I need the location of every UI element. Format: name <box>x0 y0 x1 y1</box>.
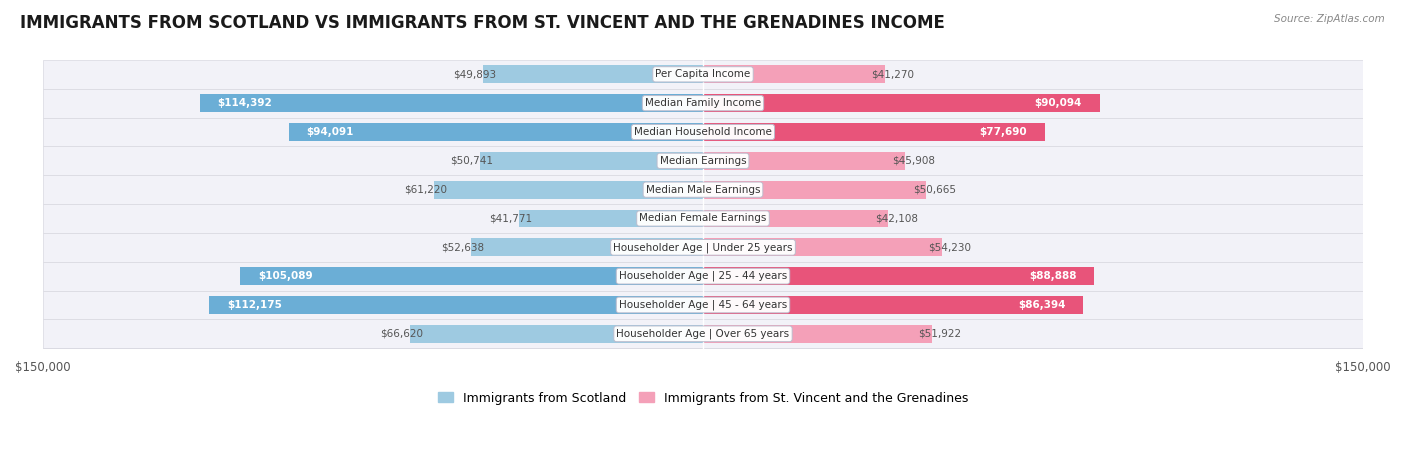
Text: $88,888: $88,888 <box>1029 271 1077 281</box>
Bar <box>42 233 1364 262</box>
Text: $41,771: $41,771 <box>489 213 533 224</box>
Text: $42,108: $42,108 <box>875 213 918 224</box>
Bar <box>288 123 703 141</box>
Bar <box>42 262 1364 290</box>
Bar <box>703 181 927 198</box>
Text: $52,638: $52,638 <box>441 242 485 252</box>
Bar <box>42 319 1364 348</box>
Text: Householder Age | Over 65 years: Householder Age | Over 65 years <box>616 329 790 339</box>
Bar <box>42 147 1364 175</box>
Bar <box>209 296 703 314</box>
Bar <box>484 65 703 83</box>
Text: Median Male Earnings: Median Male Earnings <box>645 184 761 195</box>
Bar <box>703 210 889 227</box>
Bar <box>703 152 905 170</box>
Text: IMMIGRANTS FROM SCOTLAND VS IMMIGRANTS FROM ST. VINCENT AND THE GRENADINES INCOM: IMMIGRANTS FROM SCOTLAND VS IMMIGRANTS F… <box>20 14 945 32</box>
Text: $94,091: $94,091 <box>307 127 354 137</box>
Bar <box>471 238 703 256</box>
Legend: Immigrants from Scotland, Immigrants from St. Vincent and the Grenadines: Immigrants from Scotland, Immigrants fro… <box>433 387 973 410</box>
Text: Source: ZipAtlas.com: Source: ZipAtlas.com <box>1274 14 1385 24</box>
Text: $77,690: $77,690 <box>980 127 1028 137</box>
Text: $49,893: $49,893 <box>454 69 496 79</box>
Bar <box>703 238 942 256</box>
Text: Median Family Income: Median Family Income <box>645 98 761 108</box>
Text: $86,394: $86,394 <box>1018 300 1066 310</box>
Bar <box>703 94 1099 112</box>
Text: $50,741: $50,741 <box>450 156 494 166</box>
Text: Per Capita Income: Per Capita Income <box>655 69 751 79</box>
Text: Householder Age | 45 - 64 years: Householder Age | 45 - 64 years <box>619 300 787 310</box>
Bar <box>433 181 703 198</box>
Text: $50,665: $50,665 <box>912 184 956 195</box>
Text: Median Household Income: Median Household Income <box>634 127 772 137</box>
Bar <box>479 152 703 170</box>
Text: $112,175: $112,175 <box>226 300 281 310</box>
Bar <box>409 325 703 343</box>
Text: $54,230: $54,230 <box>928 242 972 252</box>
Bar <box>703 296 1083 314</box>
Bar <box>42 175 1364 204</box>
Bar <box>703 325 932 343</box>
Text: Median Earnings: Median Earnings <box>659 156 747 166</box>
Bar <box>240 267 703 285</box>
Bar <box>703 123 1045 141</box>
Text: $45,908: $45,908 <box>891 156 935 166</box>
Bar <box>519 210 703 227</box>
Text: Householder Age | Under 25 years: Householder Age | Under 25 years <box>613 242 793 253</box>
Bar <box>42 118 1364 147</box>
Text: $66,620: $66,620 <box>380 329 423 339</box>
Text: $61,220: $61,220 <box>404 184 447 195</box>
Bar <box>42 290 1364 319</box>
Bar <box>703 65 884 83</box>
Text: $105,089: $105,089 <box>259 271 312 281</box>
Text: Householder Age | 25 - 44 years: Householder Age | 25 - 44 years <box>619 271 787 282</box>
Text: $41,270: $41,270 <box>872 69 914 79</box>
Bar <box>200 94 703 112</box>
Bar <box>703 267 1094 285</box>
Text: $114,392: $114,392 <box>217 98 271 108</box>
Text: $51,922: $51,922 <box>918 329 962 339</box>
Bar <box>42 204 1364 233</box>
Text: Median Female Earnings: Median Female Earnings <box>640 213 766 224</box>
Bar <box>42 60 1364 89</box>
Text: $90,094: $90,094 <box>1035 98 1083 108</box>
Bar <box>42 89 1364 118</box>
